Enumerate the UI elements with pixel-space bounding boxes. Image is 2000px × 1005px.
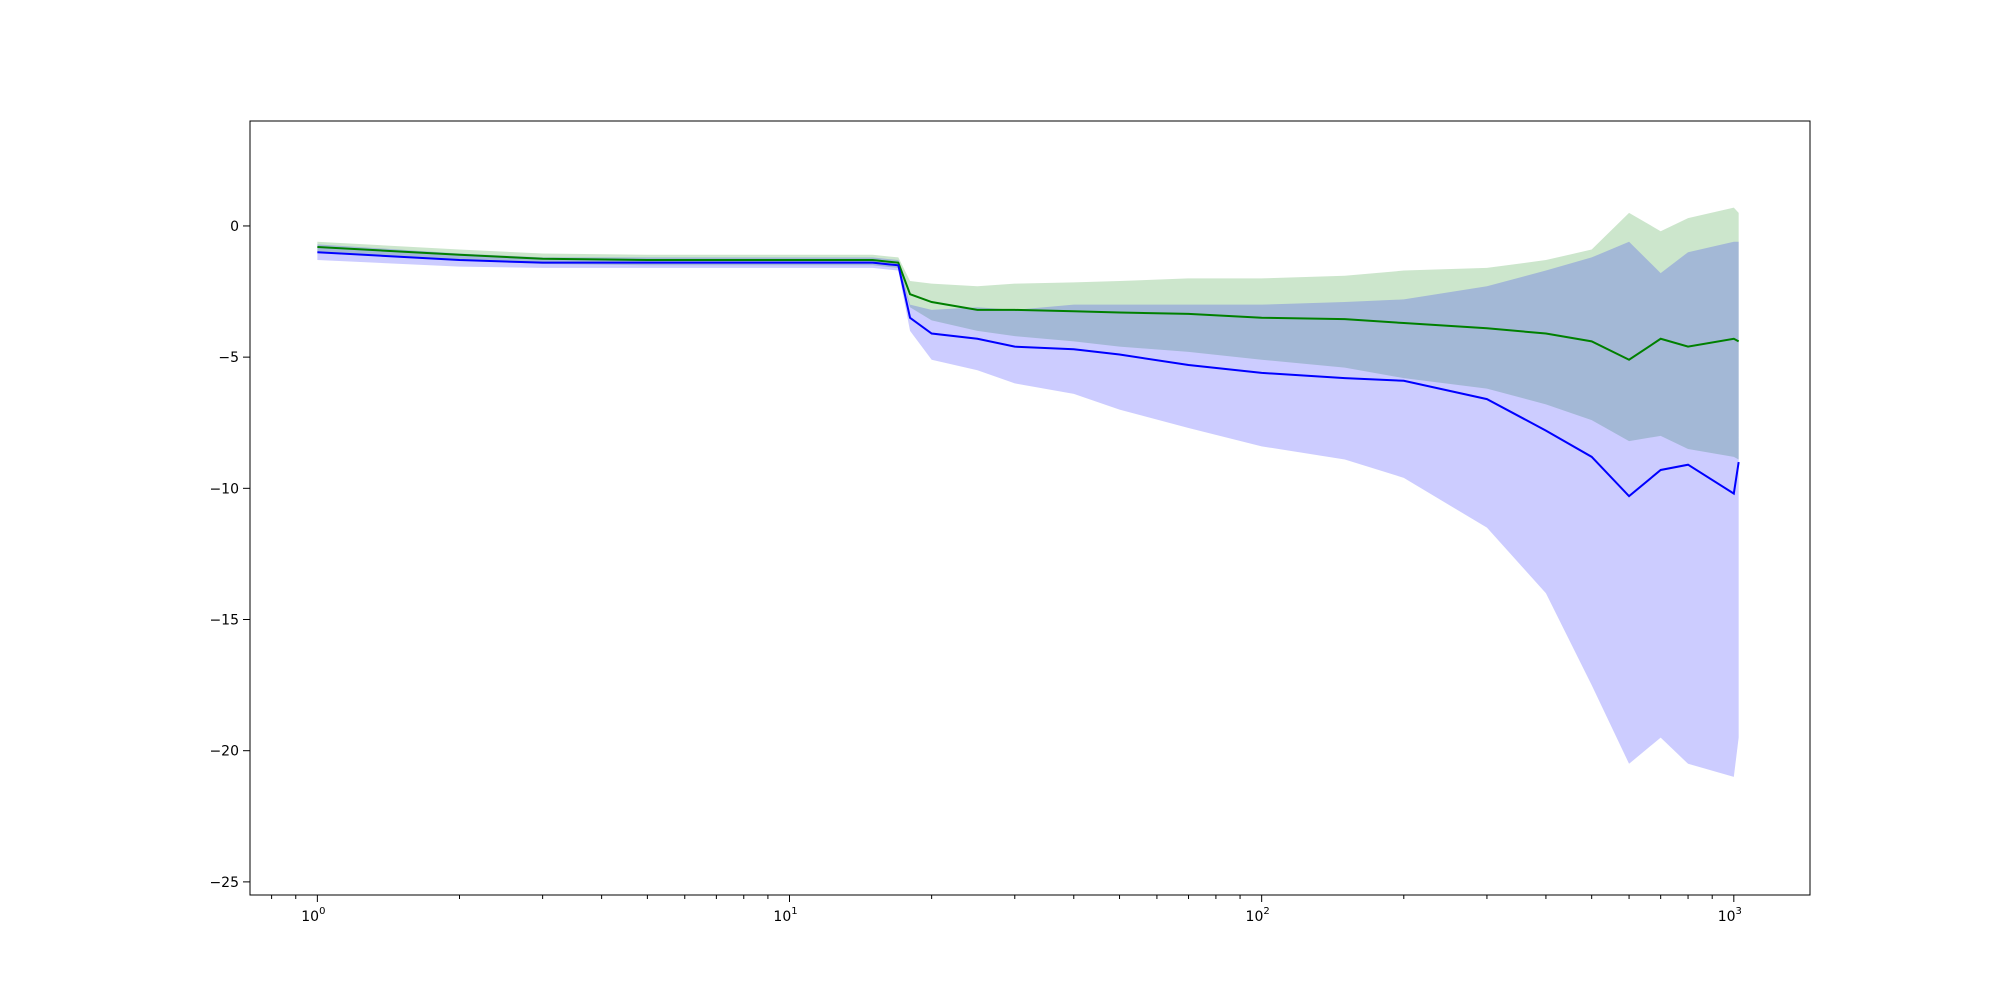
series-2-line: [317, 251, 1740, 498]
series-1-band: [317, 207, 1739, 460]
y-tick-label: −15: [209, 613, 239, 629]
x-axis: 100 101 102 103: [271, 895, 1742, 925]
series-2-band: [317, 241, 1739, 777]
x-tick-label: 100: [301, 906, 325, 925]
y-tick-label: 0: [230, 219, 239, 235]
y-axis: 0 −5 −10 −15 −20 −25: [209, 219, 250, 891]
y-tick-label: −5: [218, 350, 239, 366]
confidence-bands: [317, 207, 1739, 777]
x-tick-label: 102: [1246, 906, 1270, 925]
y-tick-label: −25: [209, 875, 239, 891]
y-tick-label: −10: [209, 481, 239, 497]
x-tick-label: 103: [1718, 906, 1742, 925]
series-1-line: [317, 245, 1740, 361]
y-tick-label: −20: [209, 744, 239, 760]
series-lines: [317, 245, 1740, 498]
plot-frame: [249, 120, 1811, 896]
x-tick-label: 101: [773, 906, 797, 925]
